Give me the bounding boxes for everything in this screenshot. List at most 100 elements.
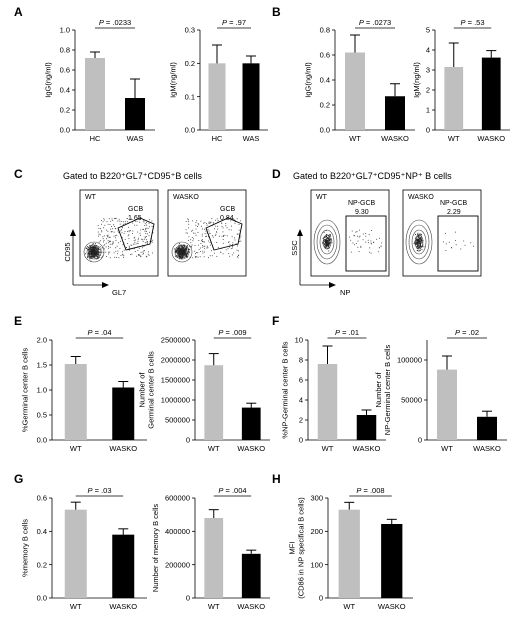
event-dot: [178, 243, 180, 245]
event-dot: [185, 256, 187, 258]
event-dot: [103, 235, 105, 237]
event-dot: [222, 239, 224, 240]
event-dot: [183, 250, 185, 252]
event-dot: [123, 232, 125, 234]
x-tick-label-h1-0: WT: [343, 602, 355, 611]
flow-c-wasko-gate: GCB: [220, 206, 236, 213]
flow-c-wt-gate: GCB: [128, 206, 144, 213]
event-dot: [354, 235, 356, 237]
event-dot: [187, 218, 189, 220]
event-dot: [416, 243, 418, 245]
event-dot: [142, 240, 144, 242]
event-dot: [184, 255, 186, 257]
event-dot: [228, 246, 230, 248]
event-dot: [137, 239, 139, 241]
event-dot: [113, 252, 115, 254]
event-dot: [133, 248, 135, 250]
bar-g2-1: [241, 553, 261, 598]
contour-ring: [405, 219, 433, 265]
event-dot: [192, 238, 194, 240]
event-dot: [370, 243, 372, 245]
y-tick-label-a1: 0.6: [60, 66, 70, 75]
pvalue-label-a1: P = .0233: [99, 18, 131, 27]
x-tick-label-a2-0: HC: [212, 134, 223, 143]
dot-cloud-c-wasko: [171, 218, 242, 263]
event-dot: [355, 231, 357, 233]
event-dot: [103, 239, 105, 241]
event-dot: [139, 254, 141, 256]
event-dot: [133, 239, 135, 241]
event-dot: [323, 244, 325, 246]
bar-f2-1: [477, 416, 497, 440]
chart-e2: 0 500000 1000000 1500000 2000000 2500000 Numbe…: [138, 328, 270, 453]
event-dot: [128, 245, 130, 247]
event-dot: [184, 252, 186, 254]
event-dot: [137, 241, 139, 243]
event-dot: [147, 251, 149, 253]
y-axis-label-a1: IgG(ng/ml): [43, 62, 52, 98]
event-dot: [223, 235, 225, 237]
gate-d-wt: [345, 215, 387, 272]
gate-d-wasko: [437, 215, 479, 272]
event-dot: [239, 237, 241, 239]
event-dot: [379, 237, 380, 239]
event-dot: [146, 243, 148, 245]
event-dot: [122, 244, 124, 246]
event-dot: [144, 242, 146, 244]
pvalue-symbol: P: [356, 486, 361, 495]
event-dot: [148, 254, 150, 256]
event-dot: [179, 246, 181, 248]
event-dot: [419, 238, 421, 240]
y-tick-label-g2: 0: [186, 594, 190, 603]
y-axis-label-line: MFI: [287, 542, 296, 555]
event-dot: [217, 247, 219, 249]
event-dot: [151, 226, 153, 227]
y-axis-label-b1: IgG(ng/ml): [303, 62, 312, 98]
event-dot: [94, 250, 96, 252]
event-dot: [185, 221, 187, 222]
event-dot: [234, 222, 236, 224]
chart-g1: 0.0 0.2 0.4 0.6 %memory B cells WT WASKO P = .0…: [20, 486, 147, 611]
event-dot: [185, 248, 187, 250]
event-dot: [92, 251, 94, 253]
event-dot: [225, 223, 227, 225]
event-dot: [416, 250, 418, 252]
event-dot: [328, 243, 330, 245]
event-dot: [107, 246, 109, 247]
event-dot: [90, 256, 93, 258]
event-dot: [226, 227, 228, 229]
event-dot: [419, 233, 421, 235]
event-dot: [218, 235, 220, 237]
event-dot: [323, 231, 325, 233]
y-tick-label-f1: 0: [299, 436, 303, 445]
event-dot: [326, 239, 328, 241]
panel-label-f: F: [272, 314, 279, 328]
event-dot: [94, 243, 96, 245]
event-dot: [107, 234, 109, 236]
event-dot: [97, 231, 99, 233]
event-dot: [236, 218, 238, 220]
event-dot: [177, 255, 179, 257]
chart-a1: 0.0 0.2 0.4 0.6 0.8 1.0 IgG(ng/ml) HC WAS P = .02…: [43, 18, 155, 143]
event-dot: [197, 223, 199, 224]
event-dot: [107, 223, 109, 225]
event-dot: [181, 251, 183, 253]
event-dot: [323, 243, 326, 245]
event-dot: [95, 251, 97, 253]
y-tick-label-b1: 0.4: [320, 76, 330, 85]
event-dot: [359, 235, 361, 237]
event-dot: [141, 238, 143, 240]
x-tick-label-g2-1: WASKO: [237, 602, 265, 611]
event-dot: [139, 232, 141, 234]
event-dot: [186, 252, 188, 254]
y-tick-label-g1: 0.0: [37, 594, 47, 603]
y-tick-label-b2: 5: [426, 26, 430, 35]
event-dot: [419, 242, 421, 244]
y-axis-label-g1: %memory B cells: [20, 519, 29, 577]
event-dot: [109, 240, 111, 242]
x-tick-label-a1-1: WAS: [127, 134, 144, 143]
event-dot: [98, 252, 100, 254]
event-dot: [207, 240, 209, 242]
event-dot: [222, 242, 224, 244]
event-dot: [92, 249, 94, 251]
